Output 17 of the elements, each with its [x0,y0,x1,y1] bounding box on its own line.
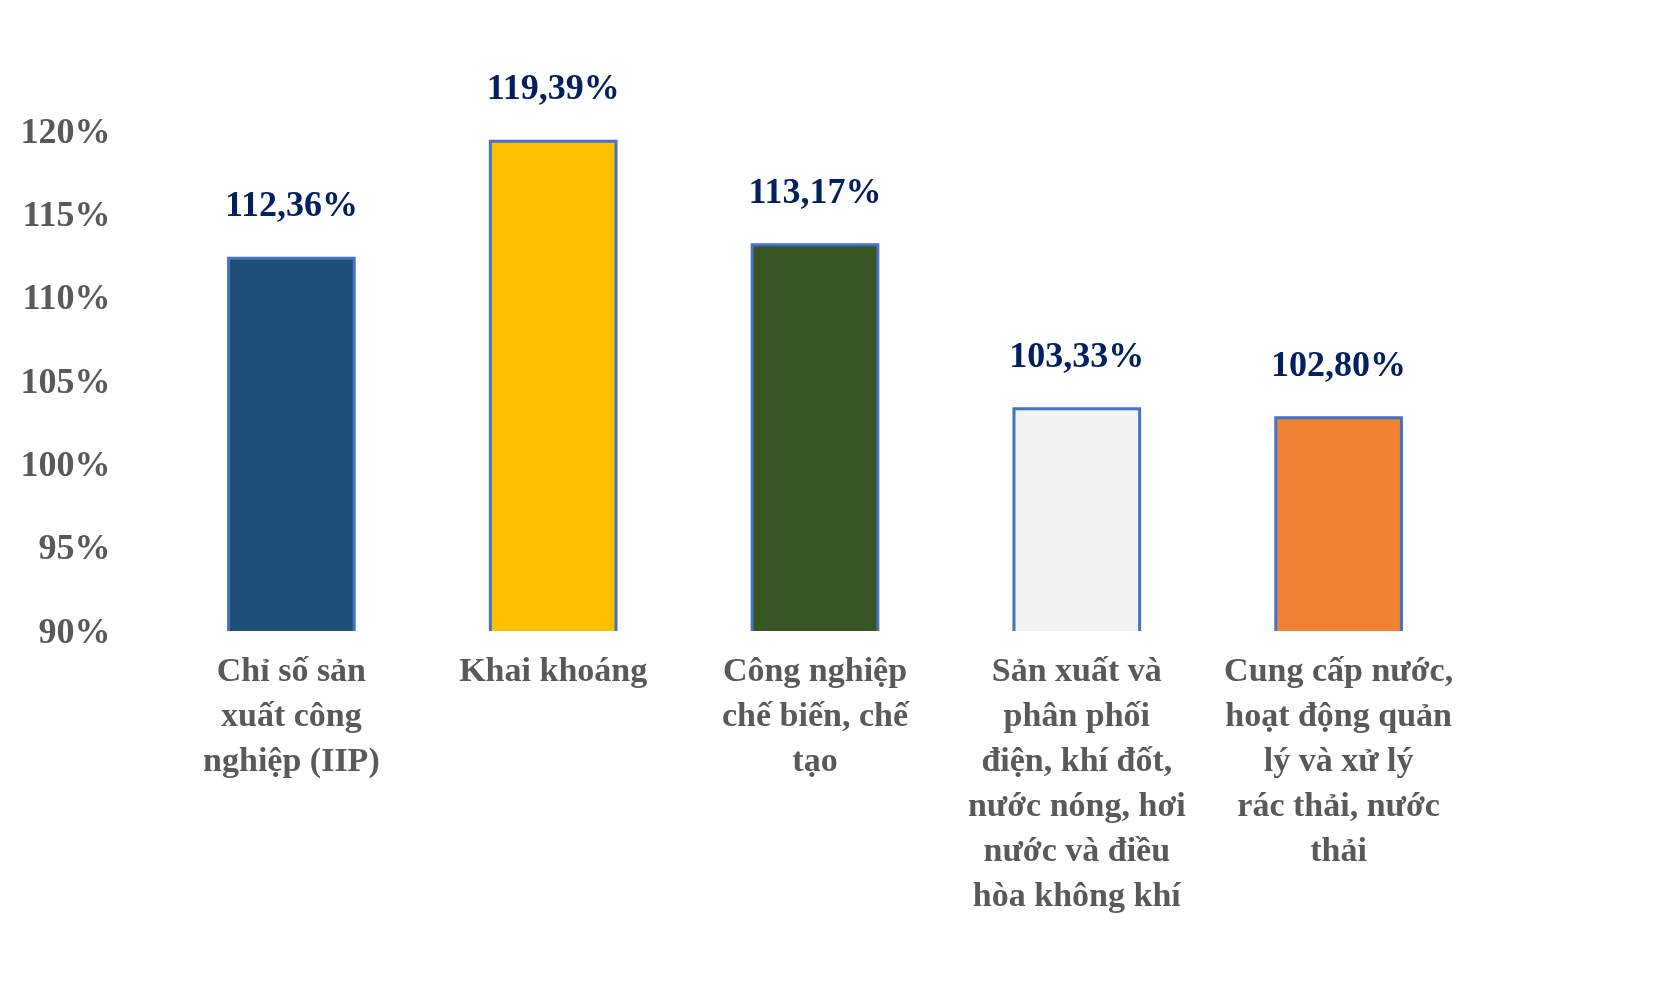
y-tick-label: 95% [38,527,111,568]
y-tick-label: 115% [22,193,111,234]
x-tick-label: Khai khoáng [459,650,648,688]
y-tick-label: 90% [38,610,111,651]
data-label: 103,33% [1009,334,1145,375]
y-tick-label: 120% [20,110,111,151]
y-tick-label: 110% [22,277,111,318]
x-tick-label: Chỉ số sản xuất công nghiệp (IIP) [203,650,380,779]
data-label: 113,17% [748,170,882,211]
x-tick-label: Sản xuất và phân phối điện, khí đốt, nước nóng, hơi nước và điều hòa không khí [967,650,1186,913]
x-tick-label: Công nghiệp chế biến, chế tạo [721,650,910,778]
x-tick-label: Cung cấp nước, hoạt động quản lý và xử lý rác thải, nước thải [1224,650,1454,868]
data-label: 119,39% [486,67,620,108]
data-label: 112,36% [224,184,358,225]
y-tick-label: 100% [20,443,111,484]
data-label: 102,80% [1271,343,1407,384]
y-tick-label: 105% [20,360,111,401]
